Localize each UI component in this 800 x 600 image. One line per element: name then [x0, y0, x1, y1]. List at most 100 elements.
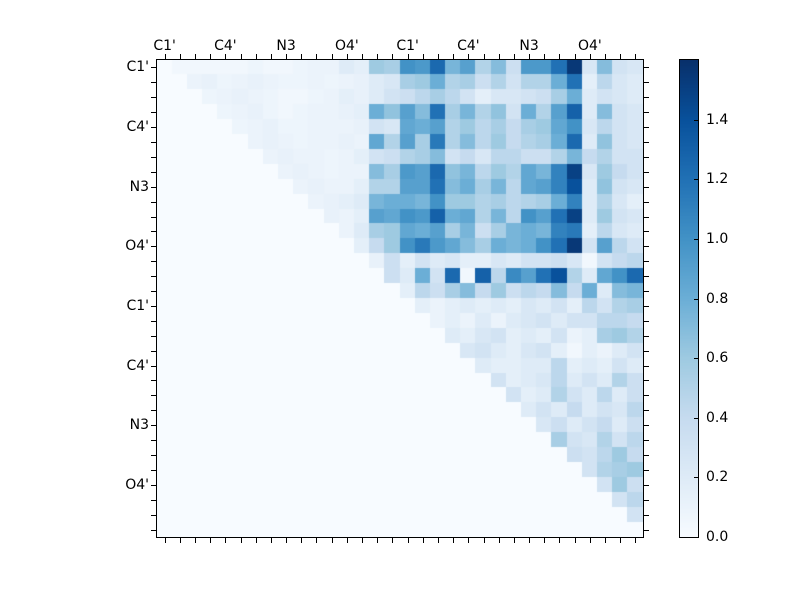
y-axis-label: C4' — [126, 357, 149, 374]
axis-tick — [194, 538, 196, 543]
axis-tick — [151, 141, 156, 143]
axis-tick — [164, 538, 166, 543]
axis-tick — [644, 82, 649, 84]
axis-tick — [644, 455, 649, 457]
axis-tick — [151, 171, 156, 173]
axis-tick — [529, 538, 531, 543]
axis-tick — [377, 54, 379, 59]
axis-tick — [407, 538, 409, 543]
axis-tick — [605, 54, 607, 59]
axis-tick — [179, 538, 181, 543]
axis-tick — [151, 395, 156, 397]
axis-tick — [644, 171, 649, 173]
axis-tick — [644, 514, 649, 516]
axis-tick — [240, 538, 242, 543]
axis-tick — [301, 54, 303, 59]
axis-tick — [151, 127, 156, 129]
axis-tick — [151, 469, 156, 471]
axis-tick — [151, 529, 156, 531]
axis-tick — [498, 54, 500, 59]
axis-tick — [316, 538, 318, 543]
axis-tick — [151, 67, 156, 69]
axis-tick — [468, 54, 470, 59]
axis-tick — [151, 231, 156, 233]
axis-tick — [151, 291, 156, 293]
axis-tick — [694, 120, 699, 121]
axis-tick — [151, 335, 156, 337]
axis-tick — [644, 425, 649, 427]
axis-tick — [240, 54, 242, 59]
axis-tick — [151, 380, 156, 382]
axis-tick — [574, 538, 576, 543]
axis-tick — [362, 538, 364, 543]
axis-tick — [559, 538, 561, 543]
axis-tick — [437, 54, 439, 59]
axis-tick — [453, 54, 455, 59]
axis-tick — [644, 97, 649, 99]
axis-tick — [644, 291, 649, 293]
axis-tick — [620, 538, 622, 543]
axis-tick — [346, 54, 348, 59]
axis-tick — [605, 538, 607, 543]
x-axis-label: O4' — [334, 38, 359, 54]
axis-tick — [498, 538, 500, 543]
axis-tick — [694, 418, 699, 419]
axis-tick — [422, 538, 424, 543]
axis-tick — [164, 54, 166, 59]
axis-tick — [694, 358, 699, 359]
axis-tick — [377, 538, 379, 543]
axis-tick — [574, 54, 576, 59]
axis-tick — [644, 529, 649, 531]
axis-tick — [286, 538, 288, 543]
axis-tick — [644, 395, 649, 397]
colorbar-tick-label: 1.4 — [706, 111, 729, 128]
y-axis-label: N3 — [129, 178, 149, 195]
axis-tick — [392, 538, 394, 543]
axis-tick — [694, 299, 699, 300]
colorbar-tick-label: 1.2 — [706, 171, 729, 188]
axis-tick — [225, 538, 227, 543]
axis-tick — [644, 469, 649, 471]
axis-tick — [151, 365, 156, 367]
axis-tick — [151, 112, 156, 114]
x-axis-label: C1' — [153, 38, 176, 54]
axis-tick — [644, 380, 649, 382]
y-axis-label: O4' — [125, 238, 149, 255]
axis-tick — [225, 54, 227, 59]
axis-tick — [544, 538, 546, 543]
axis-tick — [644, 276, 649, 278]
axis-tick — [255, 538, 257, 543]
axis-tick — [151, 305, 156, 307]
axis-tick — [151, 320, 156, 322]
axis-tick — [644, 484, 649, 486]
axis-tick — [392, 54, 394, 59]
x-axis-label: C1' — [396, 38, 419, 54]
axis-tick — [644, 440, 649, 442]
axis-tick — [529, 54, 531, 59]
axis-tick — [483, 538, 485, 543]
axis-tick — [644, 112, 649, 114]
axis-tick — [210, 54, 212, 59]
axis-tick — [453, 538, 455, 543]
axis-tick — [301, 538, 303, 543]
y-axis-label: N3 — [129, 417, 149, 434]
x-axis-label: O4' — [577, 38, 602, 54]
axis-tick — [644, 335, 649, 337]
heatmap-canvas — [157, 60, 643, 537]
axis-tick — [270, 538, 272, 543]
axis-tick — [286, 54, 288, 59]
axis-tick — [644, 141, 649, 143]
axis-tick — [513, 538, 515, 543]
axis-tick — [151, 410, 156, 412]
axis-tick — [694, 477, 699, 478]
axis-tick — [437, 538, 439, 543]
axis-tick — [483, 54, 485, 59]
axis-tick — [589, 54, 591, 59]
axis-tick — [151, 246, 156, 248]
axis-tick — [151, 261, 156, 263]
x-axis-label: C4' — [457, 38, 480, 54]
y-axis-label: C1' — [126, 297, 149, 314]
axis-tick — [316, 54, 318, 59]
axis-tick — [644, 350, 649, 352]
